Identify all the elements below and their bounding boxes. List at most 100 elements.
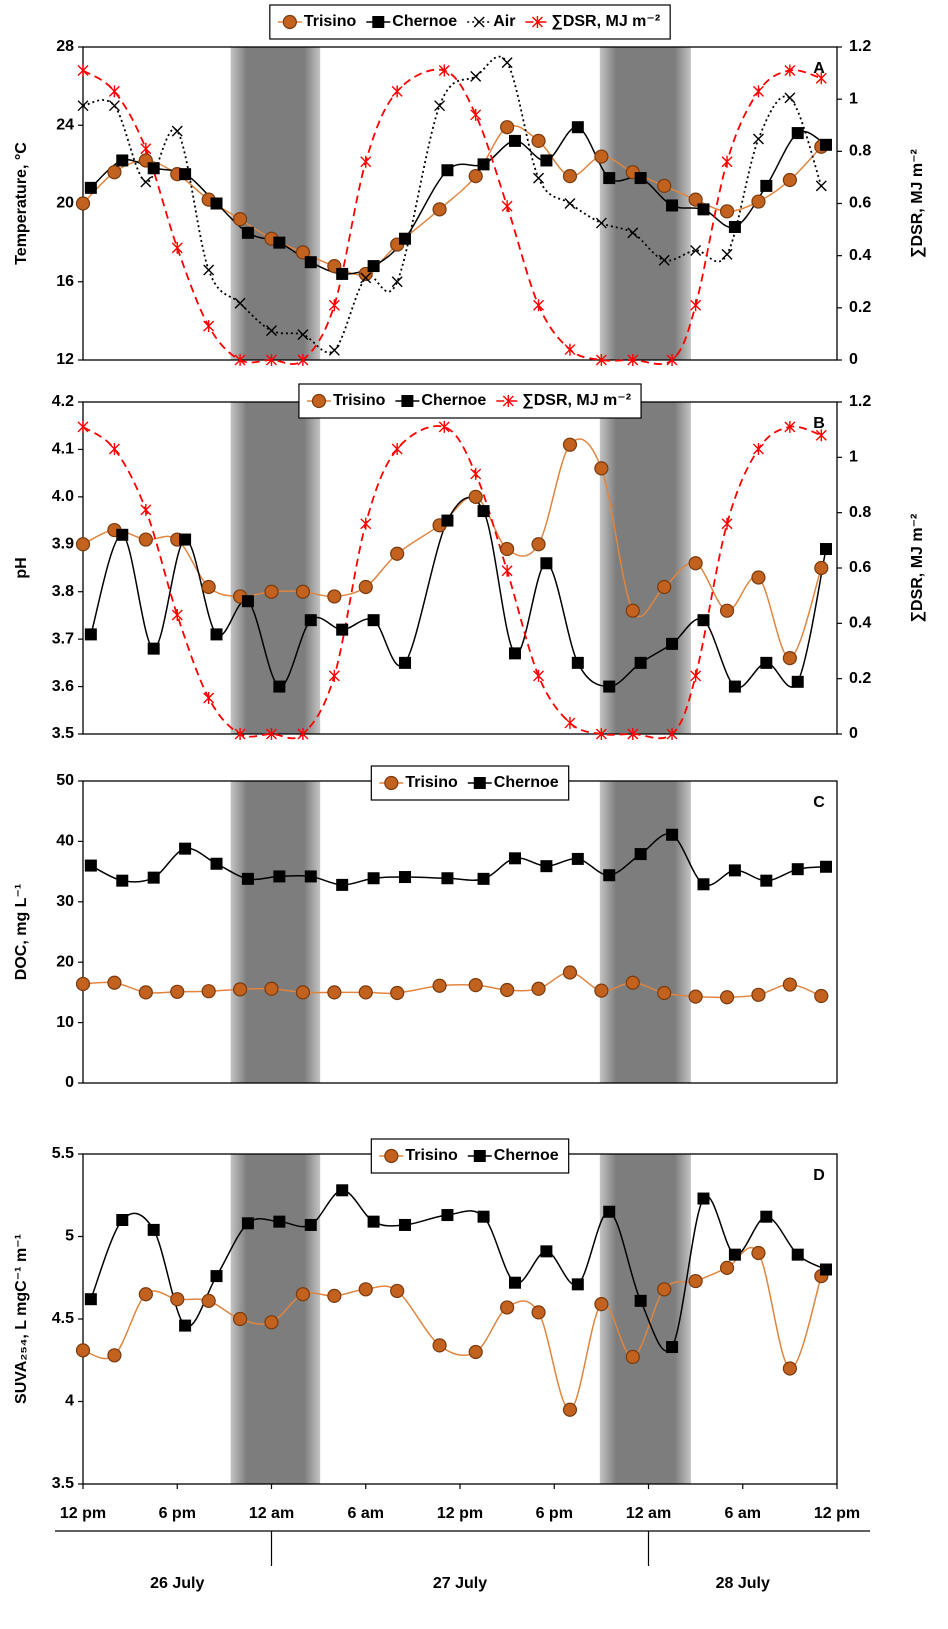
marker: [571, 656, 584, 669]
marker: [232, 212, 248, 227]
marker: [432, 1338, 447, 1353]
marker: [791, 675, 804, 688]
marker: [140, 142, 152, 155]
marker: [203, 264, 215, 276]
marker: [666, 354, 678, 366]
marker: [297, 329, 309, 341]
y2-tick-label: 1: [849, 449, 858, 466]
legend-box: [269, 4, 671, 40]
marker: [201, 984, 216, 999]
marker: [688, 192, 703, 207]
y-tick-label: 3.9: [52, 536, 74, 553]
panel-label: A: [813, 60, 825, 77]
marker: [477, 1210, 490, 1223]
night-band: [230, 781, 321, 1083]
marker: [170, 1292, 185, 1307]
marker: [232, 1311, 248, 1327]
marker: [540, 1245, 553, 1258]
marker: [697, 203, 710, 216]
marker: [820, 138, 833, 151]
marker: [760, 179, 773, 192]
marker: [140, 176, 152, 188]
marker: [138, 532, 153, 547]
legend-label: Chernoe: [421, 392, 486, 409]
marker: [814, 560, 829, 576]
marker: [477, 872, 490, 885]
marker: [241, 595, 254, 608]
marker: [719, 990, 735, 1005]
y-tick-label: 4: [65, 1393, 74, 1410]
y-tick-label: 3.7: [52, 630, 74, 647]
marker: [815, 180, 827, 192]
y2-tick-label: 0.6: [849, 195, 871, 212]
marker: [108, 85, 120, 98]
marker: [171, 241, 183, 254]
marker: [564, 716, 576, 729]
marker: [297, 728, 309, 740]
series-line: [90, 126, 827, 275]
marker: [138, 1287, 153, 1302]
marker: [201, 1293, 216, 1308]
marker: [666, 1341, 679, 1354]
marker: [390, 546, 405, 561]
y-tick-label: 5: [65, 1228, 74, 1245]
marker: [751, 1245, 766, 1261]
marker: [470, 467, 482, 480]
marker: [501, 564, 513, 577]
y2-tick-label: 0.6: [849, 559, 871, 576]
marker: [500, 541, 515, 557]
x-tick-label: 6 pm: [159, 1505, 196, 1522]
marker: [116, 528, 129, 541]
marker: [820, 860, 833, 873]
marker: [784, 64, 796, 77]
y2-tick-label: 0.2: [849, 299, 871, 316]
y2-tick-label: 0.4: [849, 615, 871, 632]
marker: [531, 1305, 546, 1320]
marker: [468, 978, 483, 993]
marker: [688, 1273, 703, 1289]
marker: [697, 1192, 710, 1205]
marker: [657, 178, 672, 193]
marker: [116, 1214, 129, 1226]
y-tick-label: 24: [56, 116, 74, 133]
marker: [241, 1217, 254, 1230]
marker: [751, 987, 766, 1002]
marker: [273, 870, 286, 883]
marker: [721, 248, 733, 260]
marker: [336, 1184, 349, 1197]
marker: [390, 1283, 405, 1299]
marker: [84, 628, 97, 641]
y-tick-label: 3.8: [52, 583, 74, 600]
marker: [210, 197, 223, 210]
series-line: [82, 425, 822, 740]
marker: [500, 1300, 515, 1315]
marker: [75, 1343, 91, 1358]
marker: [784, 92, 796, 104]
marker: [728, 1248, 741, 1261]
series-line: [82, 1246, 823, 1411]
marker: [690, 299, 702, 312]
panel-label: B: [813, 415, 825, 432]
marker: [627, 354, 639, 366]
marker: [203, 692, 215, 705]
night-band: [599, 402, 691, 734]
marker: [782, 651, 797, 666]
marker: [84, 181, 97, 194]
date-label: 28 July: [716, 1575, 770, 1592]
marker: [500, 982, 515, 998]
marker: [531, 981, 546, 996]
legend: Trisino Chernoe: [370, 1138, 570, 1174]
series-line: [90, 833, 827, 887]
marker: [358, 579, 373, 595]
marker: [441, 1209, 454, 1222]
legend-label: Trisino: [405, 774, 458, 791]
legend-marker: [401, 395, 414, 407]
legend-label: Chernoe: [392, 13, 457, 30]
marker: [304, 256, 317, 269]
legend: Trisino Chernoe ∑DSR, MJ m⁻²: [298, 383, 642, 419]
y2-tick-label: 0: [849, 351, 858, 368]
y-tick-label: 3.6: [52, 678, 74, 695]
y-tick-label: 3.5: [52, 725, 74, 742]
marker: [360, 155, 372, 168]
date-label: 26 July: [150, 1575, 204, 1592]
